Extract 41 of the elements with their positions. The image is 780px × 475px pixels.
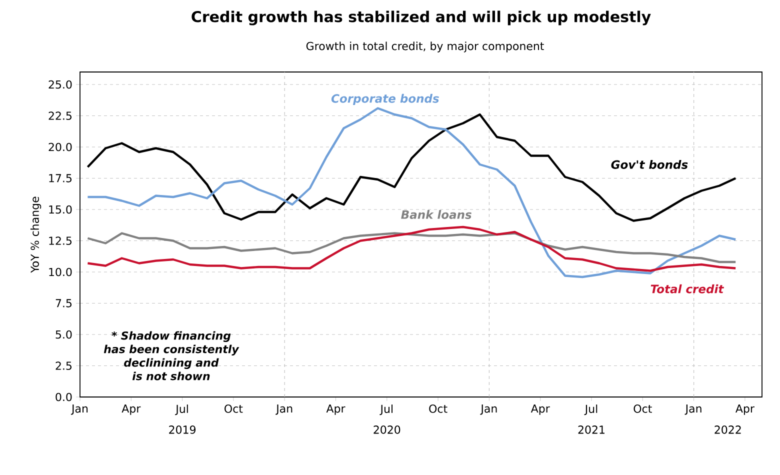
line-series [86, 113, 737, 222]
x-tick-label: Oct [429, 404, 448, 413]
line-series [86, 107, 737, 278]
text: Gov't bonds [611, 160, 688, 169]
y-axis-title: YoY % change [30, 196, 42, 273]
x-tick-label: Jul [380, 404, 393, 416]
chart-title: Credit growth has stabilized and will pick up modestly [192, 10, 651, 26]
text: 2020 [374, 426, 400, 434]
y-tick-label: 10.0 [49, 268, 72, 276]
x-tick-label: Apr [736, 404, 754, 415]
y-tick-label: 7.5 [56, 299, 72, 308]
series-label: Total credit [650, 284, 724, 294]
x-tick-label: Jan [480, 404, 497, 415]
x-tick-label: Apr [530, 404, 550, 415]
x-tick-label: Jan [276, 404, 292, 415]
x-tick-label: Jul [175, 404, 188, 416]
line-series [86, 226, 737, 272]
x-tick-label: Jan [684, 404, 702, 415]
text: 2022 [714, 426, 741, 434]
y-tick-label: 0.0 [56, 392, 72, 402]
y-tick-label: 5.0 [56, 330, 72, 339]
chart-subtitle: Growth in total credit, by major component [306, 42, 544, 52]
y-tick-label: 15.0 [49, 205, 72, 214]
x-tick-label: Apr [326, 404, 346, 415]
x-tick-label: Apr [122, 404, 141, 415]
y-tick-label: 25.0 [48, 80, 72, 89]
y-tick-label: 20.0 [48, 142, 72, 152]
x-tick-label: Jul [584, 404, 598, 416]
x-tick-label: Oct [634, 404, 652, 413]
line-series [86, 232, 737, 264]
y-tick-label: 17.5 [49, 174, 72, 182]
text: 2019 [169, 426, 196, 434]
x-tick-label: Jan [70, 404, 88, 415]
y-tick-label: 2.5 [56, 362, 72, 370]
series-label: Corporate bonds [331, 94, 439, 106]
text: 2021 [578, 426, 604, 434]
y-tick-label: 22.5 [48, 112, 72, 120]
x-tick-label: Oct [224, 404, 243, 413]
y-tick-label: 12.5 [49, 236, 72, 245]
series-label: Bank loans [401, 210, 472, 219]
annotation: * Shadow financing has been consistently declinining and is not shown [104, 331, 240, 380]
